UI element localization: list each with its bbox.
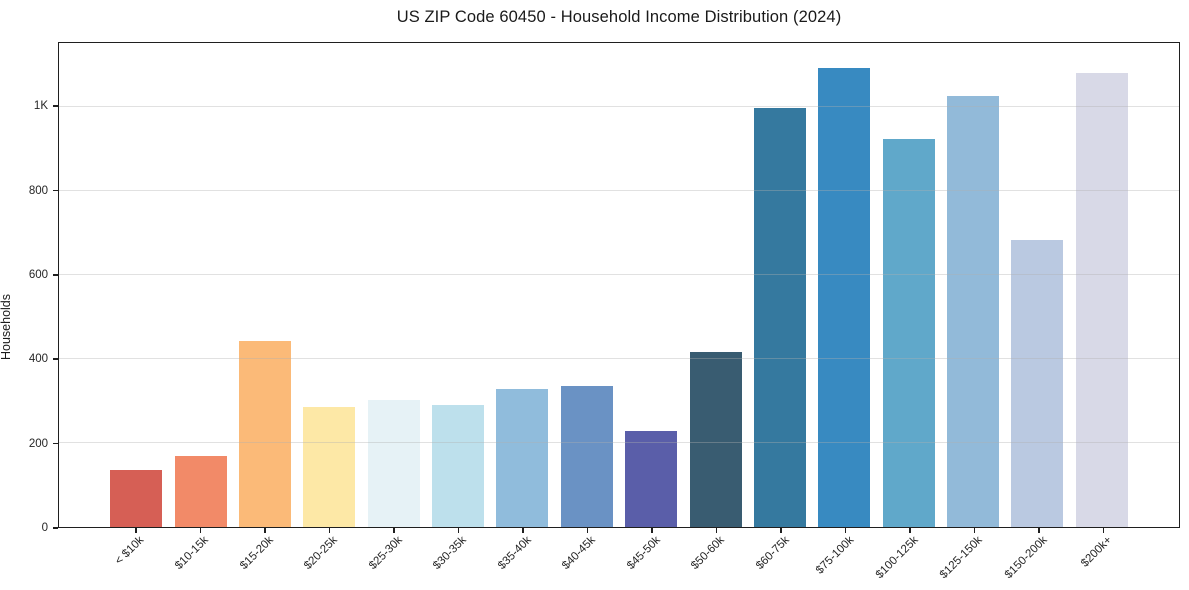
x-tick-mark <box>264 528 266 533</box>
bar-$20-25k <box>303 406 356 527</box>
bar-$35-40k <box>496 388 549 527</box>
chart-title: US ZIP Code 60450 - Household Income Dis… <box>396 8 842 26</box>
bar-$100-125k <box>882 139 935 527</box>
x-tick-mark <box>1038 528 1040 533</box>
bar-$60-75k <box>753 108 806 527</box>
x-slot: $200k+ <box>1071 528 1136 590</box>
plot-area <box>58 42 1180 528</box>
bar-slot <box>168 43 232 527</box>
x-tick-label: $40-45k <box>560 534 599 573</box>
x-tick-label: $20-25k <box>302 534 341 573</box>
bar-slot <box>490 43 554 527</box>
x-slot: $35-40k <box>490 528 555 590</box>
bar-slot <box>683 43 747 527</box>
y-axis-title: Households <box>0 293 13 361</box>
x-slot: $150-200k <box>1002 528 1071 590</box>
x-slot: $75-100k <box>813 528 878 590</box>
bar-$15-20k <box>238 341 291 527</box>
x-tick-mark <box>393 528 395 533</box>
x-slot: $25-30k <box>361 528 426 590</box>
x-tick-mark <box>328 528 331 533</box>
y-tick-mark <box>53 527 58 529</box>
x-tick-mark <box>1102 528 1105 533</box>
x-slot: $60-75k <box>748 528 813 590</box>
y-tick-label: 800 <box>28 184 48 197</box>
y-tick-mark <box>53 105 58 107</box>
x-tick-label: $25-30k <box>366 534 405 573</box>
x-tick-mark <box>715 528 718 533</box>
bar-$10-15k <box>174 456 227 527</box>
x-tick-label: $45-50k <box>624 534 663 573</box>
x-tick-label: < $10k <box>113 534 147 568</box>
bar-$25-30k <box>367 399 420 527</box>
bar-$200k+ <box>1075 73 1128 527</box>
x-slot: $15-20k <box>232 528 297 590</box>
bar-slot <box>619 43 683 527</box>
x-tick-mark <box>844 528 847 533</box>
x-tick-mark <box>199 528 202 533</box>
x-tick-label: $35-40k <box>495 534 534 573</box>
x-slot: $50-60k <box>684 528 749 590</box>
bars-row <box>59 43 1179 527</box>
x-slot: $100-125k <box>873 528 942 590</box>
bar-$45-50k <box>625 431 678 527</box>
x-tick-label: $200k+ <box>1078 534 1115 570</box>
x-tick-mark <box>522 528 524 533</box>
x-tick-label: $30-35k <box>431 534 470 573</box>
bar-slot <box>297 43 361 527</box>
x-slot: $125-150k <box>938 528 1007 590</box>
x-tick-label: $10-15k <box>173 534 212 573</box>
x-tick-mark <box>651 528 653 533</box>
x-tick-label: $75-100k <box>813 534 857 577</box>
y-tick-label: 0 <box>41 522 48 534</box>
x-tick-label: $125-150k <box>938 534 986 582</box>
x-tick-label: $100-125k <box>873 534 921 582</box>
x-tick-label: $150-200k <box>1002 534 1050 582</box>
bar-$125-150k <box>947 96 1000 527</box>
x-tick-label: $60-75k <box>753 534 792 573</box>
bar-$40-45k <box>560 385 613 527</box>
bar-$75-100k <box>818 67 871 527</box>
bar-< $10k <box>110 470 163 527</box>
bar-slot <box>877 43 941 527</box>
x-tick-mark <box>780 528 782 533</box>
bar-slot <box>1005 43 1069 527</box>
y-axis: Households 0 200 400 600 800 1K <box>0 42 58 534</box>
x-slot: $20-25k <box>297 528 362 590</box>
bar-slot <box>812 43 876 527</box>
x-tick-mark <box>457 528 460 533</box>
bar-slot <box>362 43 426 527</box>
y-tick-label: 400 <box>28 353 48 366</box>
x-slot: $30-35k <box>426 528 491 590</box>
y-tick-label: 200 <box>28 437 48 450</box>
y-tick-mark <box>53 189 58 192</box>
x-slot: < $10k <box>103 528 168 590</box>
bar-slot <box>748 43 812 527</box>
bar-slot <box>1070 43 1134 527</box>
x-tick-mark <box>586 528 589 533</box>
bar-$50-60k <box>689 351 742 527</box>
x-tick-mark <box>909 528 911 533</box>
bar-slot <box>426 43 490 527</box>
bar-slot <box>104 43 168 527</box>
y-tick-mark <box>53 358 58 360</box>
bar-slot <box>233 43 297 527</box>
x-tick-mark <box>135 528 137 533</box>
y-tick-label: 600 <box>28 269 48 282</box>
bar-$150-200k <box>1011 240 1064 527</box>
x-tick-label: $15-20k <box>237 534 276 573</box>
y-tick-mark <box>53 274 58 276</box>
x-tick-mark <box>973 528 976 533</box>
y-tick-mark <box>53 442 58 445</box>
x-tick-label: $50-60k <box>689 534 728 573</box>
y-tick-label: 1K <box>33 100 48 113</box>
x-slot: $10-15k <box>168 528 233 590</box>
x-slot: $45-50k <box>619 528 684 590</box>
x-axis: < $10k $10-15k $15-20k $20-25k $25-30k $30-35… <box>58 528 1180 590</box>
bar-slot <box>555 43 619 527</box>
bar-slot <box>941 43 1005 527</box>
x-slot: $40-45k <box>555 528 620 590</box>
bar-$30-35k <box>432 405 485 527</box>
